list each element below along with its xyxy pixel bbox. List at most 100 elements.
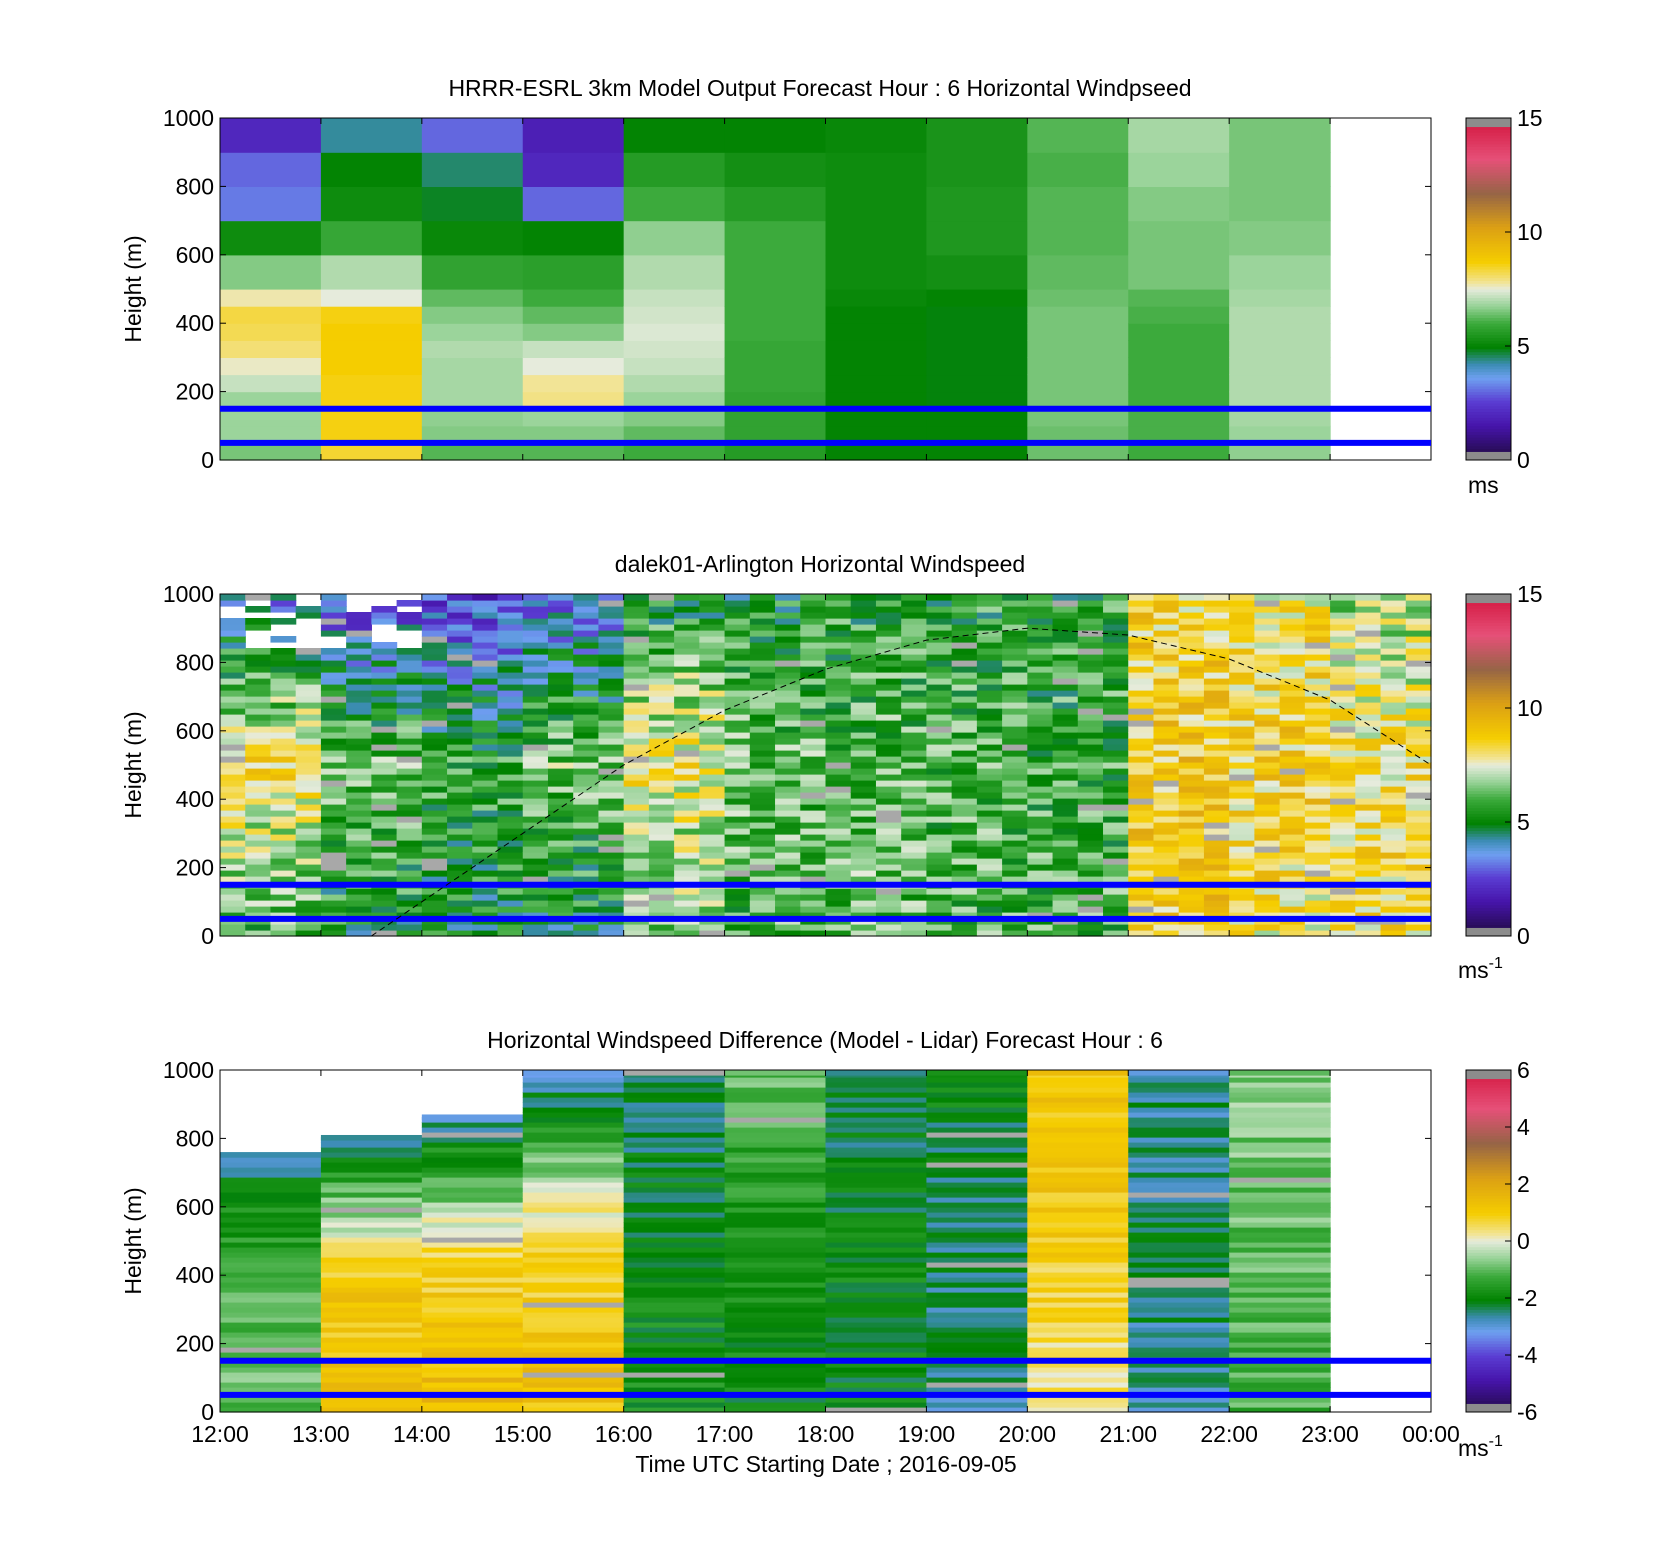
- heatmap-cell: [421, 1207, 524, 1213]
- heatmap-cell: [1027, 1137, 1129, 1143]
- heatmap-cell: [1203, 660, 1230, 667]
- heatmap-cell: [825, 822, 852, 829]
- heatmap-cell: [825, 1137, 928, 1143]
- heatmap-cell: [245, 780, 272, 787]
- heatmap-cell: [1254, 762, 1281, 769]
- heatmap-cell: [547, 702, 574, 709]
- heatmap-cell: [1254, 756, 1281, 763]
- heatmap-cell: [724, 738, 751, 745]
- heatmap-cell: [1203, 720, 1230, 727]
- heatmap-cell: [623, 1347, 726, 1353]
- heatmap-cell: [421, 1302, 524, 1308]
- heatmap-cell: [220, 1277, 322, 1283]
- x-tick-label: 20:00: [999, 1421, 1057, 1447]
- heatmap-cell: [472, 672, 499, 679]
- heatmap-cell: [1355, 804, 1382, 811]
- heatmap-cell: [1103, 630, 1129, 637]
- heatmap-cell: [371, 606, 398, 613]
- colorbar-segment: [1466, 1206, 1511, 1211]
- heatmap-cell: [1330, 846, 1356, 853]
- heatmap-cell: [598, 786, 625, 793]
- heatmap-cell: [926, 1122, 1028, 1128]
- heatmap-cell: [825, 636, 852, 643]
- heatmap-cell: [1279, 672, 1306, 679]
- heatmap-cell: [497, 720, 524, 727]
- heatmap-cell: [1153, 600, 1180, 607]
- heatmap-cell: [1229, 1317, 1331, 1323]
- heatmap-cell: [749, 822, 776, 829]
- heatmap-cell: [447, 762, 473, 769]
- heatmap-cell: [573, 876, 600, 883]
- heatmap-cell: [522, 780, 549, 787]
- heatmap-cell: [270, 768, 297, 775]
- heatmap-cell: [825, 186, 928, 222]
- heatmap-cell: [1304, 876, 1331, 883]
- heatmap-cell: [825, 1317, 928, 1323]
- heatmap-cell: [1103, 822, 1129, 829]
- heatmap-cell: [295, 654, 322, 661]
- heatmap-cell: [598, 828, 625, 835]
- heatmap-cell: [220, 1307, 322, 1313]
- colorbar-segment: [1466, 425, 1511, 430]
- heatmap-cell: [1304, 804, 1331, 811]
- heatmap-cell: [926, 744, 953, 751]
- heatmap-cell: [1229, 1137, 1331, 1143]
- heatmap-cell: [1279, 924, 1306, 931]
- heatmap-cell: [522, 630, 549, 637]
- heatmap-cell: [623, 1342, 726, 1348]
- heatmap-cell: [699, 906, 726, 913]
- heatmap-cell: [1052, 780, 1079, 787]
- heatmap-cell: [472, 888, 499, 895]
- heatmap-cell: [522, 624, 549, 631]
- heatmap-cell: [1229, 594, 1255, 601]
- heatmap-cell: [749, 720, 776, 727]
- heatmap-cell: [1330, 738, 1356, 745]
- heatmap-cell: [573, 660, 600, 667]
- heatmap-cell: [699, 642, 726, 649]
- heatmap-cell: [1153, 594, 1180, 601]
- heatmap-cell: [1330, 900, 1356, 907]
- heatmap-cell: [1178, 930, 1205, 937]
- colorbar-segment: [1466, 910, 1511, 914]
- heatmap-cell: [1002, 906, 1028, 913]
- heatmap-cell: [1002, 894, 1028, 901]
- colorbar-segment: [1466, 1192, 1511, 1196]
- heatmap-cell: [674, 756, 700, 763]
- heatmap-cell: [1304, 672, 1331, 679]
- heatmap-cell: [1405, 666, 1432, 673]
- heatmap-cell: [1153, 762, 1180, 769]
- heatmap-cell: [573, 768, 600, 775]
- heatmap-cell: [1052, 678, 1079, 685]
- heatmap-cell: [825, 1237, 928, 1243]
- heatmap-cell: [1330, 876, 1356, 883]
- heatmap-cell: [926, 1247, 1028, 1253]
- heatmap-cell: [522, 1382, 625, 1388]
- heatmap-cell: [775, 708, 801, 715]
- heatmap-cell: [522, 690, 549, 697]
- heatmap-cell: [674, 786, 700, 793]
- heatmap-cell: [320, 600, 347, 607]
- colorbar-segment: [1466, 1246, 1511, 1251]
- heatmap-cell: [1279, 888, 1306, 895]
- heatmap-cell: [1128, 1287, 1230, 1293]
- heatmap-cell: [220, 1162, 322, 1168]
- heatmap-cell: [951, 810, 978, 817]
- heatmap-cell: [1002, 816, 1028, 823]
- heatmap-cell: [1002, 732, 1028, 739]
- heatmap-cell: [825, 1272, 928, 1278]
- heatmap-cell: [1229, 888, 1255, 895]
- heatmap-cell: [775, 858, 801, 865]
- heatmap-cell: [598, 756, 625, 763]
- heatmap-cell: [674, 834, 700, 841]
- heatmap-cell: [245, 666, 272, 673]
- heatmap-cell: [1027, 289, 1129, 307]
- colorbar-segment: [1466, 289, 1511, 293]
- heatmap-cell: [875, 738, 902, 745]
- heatmap-cell: [623, 1157, 726, 1163]
- heatmap-cell: [371, 840, 398, 847]
- heatmap-cell: [1178, 858, 1205, 865]
- heatmap-cell: [371, 762, 398, 769]
- heatmap-cell: [522, 594, 549, 601]
